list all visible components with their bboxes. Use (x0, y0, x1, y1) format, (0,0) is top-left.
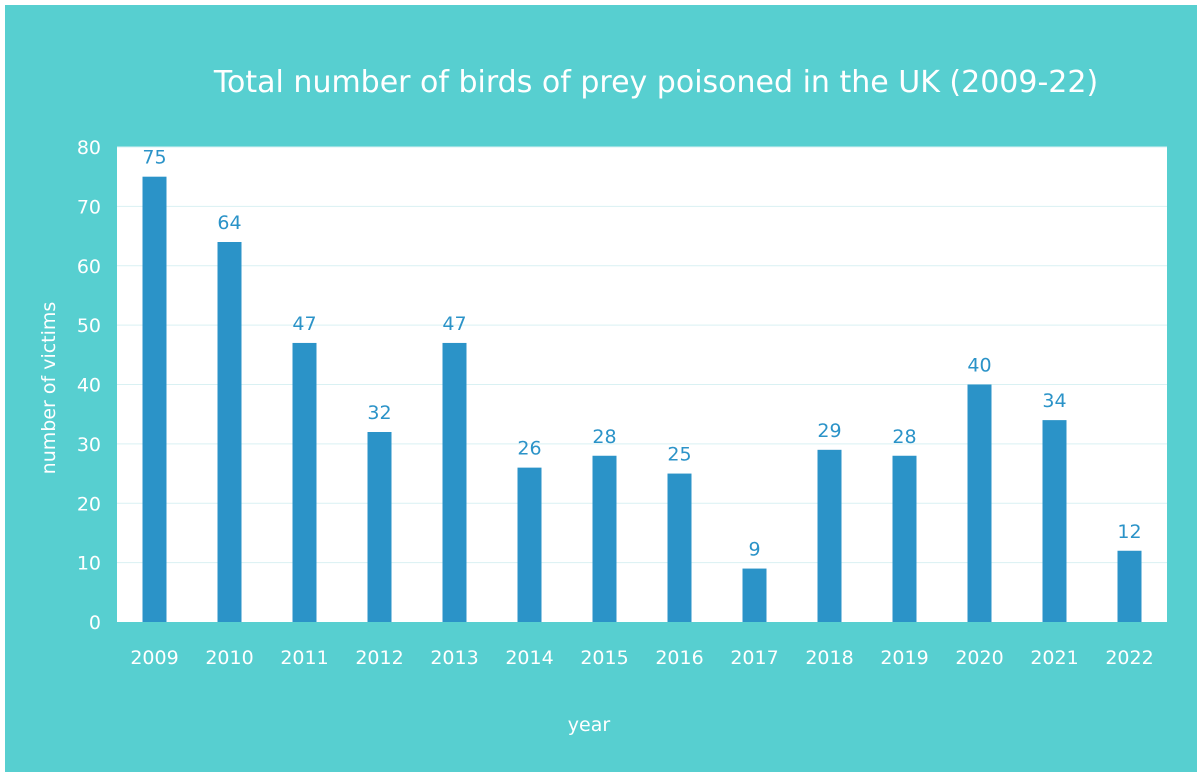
y-tick-label: 70 (77, 196, 101, 218)
y-axis-label: number of victims (38, 302, 60, 475)
data-label-2017: 9 (748, 539, 760, 561)
x-tick-label: 2010 (205, 647, 253, 669)
x-tick-label: 2009 (130, 647, 178, 669)
data-label-2013: 47 (442, 313, 466, 335)
bar-2011 (292, 342, 317, 622)
x-tick-label: 2012 (355, 647, 403, 669)
y-tick-label: 10 (77, 553, 101, 575)
data-label-2011: 47 (292, 313, 316, 335)
x-tick-label: 2018 (805, 647, 853, 669)
data-label-2012: 32 (367, 402, 391, 424)
data-label-2016: 25 (667, 444, 691, 466)
bar-2009 (142, 176, 167, 622)
gridlines (117, 146, 1167, 564)
x-tick-label: 2016 (655, 647, 703, 669)
data-label-2020: 40 (967, 355, 991, 377)
y-tick-label: 60 (77, 256, 101, 278)
data-label-2022: 12 (1117, 521, 1141, 543)
y-tick-label: 80 (77, 137, 101, 159)
bar-2010 (217, 242, 242, 622)
y-axis-ticks: 0 10 20 30 40 50 60 70 80 (77, 137, 101, 634)
bar-2019 (892, 455, 917, 622)
bars (142, 176, 1142, 622)
bar-2015 (592, 455, 617, 622)
y-tick-label: 40 (77, 375, 101, 397)
bar-2016 (667, 473, 692, 622)
x-axis-label: year (568, 714, 611, 736)
data-label-2014: 26 (517, 438, 541, 460)
bar-2014 (517, 467, 542, 622)
y-tick-label: 20 (77, 493, 101, 515)
data-label-2018: 29 (817, 420, 841, 442)
data-label-2015: 28 (592, 426, 616, 448)
data-label-2009: 75 (142, 147, 166, 169)
bar-2017 (742, 568, 767, 622)
chart-title: Total number of birds of prey poisoned i… (213, 65, 1098, 100)
y-tick-label: 30 (77, 434, 101, 456)
x-tick-label: 2019 (880, 647, 928, 669)
x-tick-label: 2017 (730, 647, 778, 669)
chart-background: Total number of birds of prey poisoned i… (5, 5, 1197, 772)
y-tick-label: 0 (89, 612, 101, 634)
x-tick-label: 2020 (955, 647, 1003, 669)
x-axis-ticks: 2009 2010 2011 2012 2013 2014 2015 2016 2017 2018… (130, 647, 1153, 669)
x-tick-label: 2014 (505, 647, 553, 669)
x-tick-label: 2022 (1105, 647, 1153, 669)
bar-2021 (1042, 420, 1067, 622)
bar-2020 (967, 384, 992, 622)
data-label-2019: 28 (892, 426, 916, 448)
bar-2022 (1117, 550, 1142, 622)
x-tick-label: 2015 (580, 647, 628, 669)
bar-2018 (817, 449, 842, 622)
x-tick-label: 2013 (430, 647, 478, 669)
y-tick-label: 50 (77, 315, 101, 337)
data-labels: 75 64 47 32 47 26 28 25 9 29 28 40 34 12 (142, 147, 1141, 561)
x-tick-label: 2021 (1030, 647, 1078, 669)
data-label-2010: 64 (217, 212, 241, 234)
bar-2012 (367, 432, 392, 622)
bar-2013 (442, 342, 467, 622)
bar-chart: Total number of birds of prey poisoned i… (38, 65, 1167, 736)
x-tick-label: 2011 (280, 647, 328, 669)
data-label-2021: 34 (1042, 390, 1066, 412)
